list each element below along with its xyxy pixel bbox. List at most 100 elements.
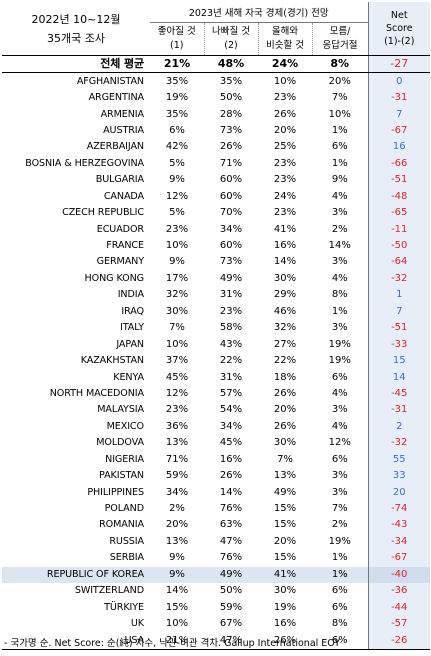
value-worse: 16% xyxy=(219,453,243,465)
value-worse: 58% xyxy=(219,322,243,334)
value-dk: 19% xyxy=(328,535,351,547)
column-header-better-line2: (1) xyxy=(170,40,184,51)
value-better: 5% xyxy=(169,207,185,219)
value-worse: 60% xyxy=(219,174,243,186)
country-name: ECUADOR xyxy=(96,223,144,235)
value-worse: 14% xyxy=(219,486,243,498)
value-better: 30% xyxy=(165,305,189,317)
country-name: INDIA xyxy=(117,289,144,301)
net-score-value: 14 xyxy=(367,369,430,386)
value-better: 59% xyxy=(165,470,189,482)
value-dk: 6% xyxy=(331,585,348,597)
value-dk: 3% xyxy=(331,470,348,482)
table-row: NORTH MACEDONIA 12% 57% 26% 4% -45 xyxy=(2,385,430,403)
country-name: CZECH REPUBLIC xyxy=(62,207,144,219)
value-better: 10% xyxy=(165,240,189,252)
value-same: 20% xyxy=(273,535,297,547)
country-name: TÜRKIYE xyxy=(104,601,144,613)
table-row: CANADA 12% 60% 24% 4% -48 xyxy=(2,188,430,205)
value-better: 23% xyxy=(165,223,189,235)
country-name: UK xyxy=(130,618,144,630)
value-worse: 71% xyxy=(219,157,243,169)
value-better: 35% xyxy=(165,108,189,120)
value-worse: 57% xyxy=(219,387,243,399)
value-better: 34% xyxy=(165,486,189,498)
net-score-value: -57 xyxy=(367,615,430,633)
value-worse: 45% xyxy=(219,437,243,449)
value-same: 41% xyxy=(273,223,297,235)
table-row: INDIA 32% 31% 29% 8% 1 xyxy=(2,287,430,304)
country-name: HONG KONG xyxy=(84,272,145,284)
net-score-value: -34 xyxy=(367,533,430,551)
value-worse: 35% xyxy=(219,75,243,87)
value-better: 10% xyxy=(165,338,189,350)
net-score-value: -65 xyxy=(367,204,430,222)
value-better: 21% xyxy=(150,55,204,74)
country-name: FRANCE xyxy=(106,240,144,252)
value-better: 6% xyxy=(169,124,185,136)
value-better: 23% xyxy=(165,404,189,416)
value-same: 41% xyxy=(258,566,312,583)
value-same: 15% xyxy=(273,552,297,564)
table-row: ROMANIA 20% 63% 15% 2% -43 xyxy=(2,517,430,534)
table-row: IRAQ 30% 23% 46% 1% 7 xyxy=(2,303,430,320)
value-better: 5% xyxy=(169,157,185,169)
value-same: 30% xyxy=(273,272,297,284)
table-body: 전체 평균 21% 48% 24% 8% -27 AFGHANISTAN 35% 35% 10% 2… xyxy=(2,55,430,650)
value-worse: 60% xyxy=(219,190,243,202)
value-dk: 4% xyxy=(331,272,348,284)
net-score-header-line2: Score xyxy=(385,23,413,34)
value-same: 10% xyxy=(273,75,297,87)
value-same: 26% xyxy=(273,387,297,399)
value-same: 20% xyxy=(273,124,297,136)
value-worse: 31% xyxy=(219,371,243,383)
table-row: PAKISTAN 59% 26% 13% 3% 33 xyxy=(2,467,430,485)
value-dk: 7% xyxy=(331,92,348,104)
value-dk: 6% xyxy=(331,601,348,613)
net-score-value: -32 xyxy=(367,270,430,288)
value-better: 9% xyxy=(169,174,185,186)
value-better: 7% xyxy=(169,322,185,334)
net-score-value: -36 xyxy=(367,583,430,600)
value-better: 13% xyxy=(165,437,189,449)
value-worse: 54% xyxy=(219,404,243,416)
value-dk: 1% xyxy=(331,124,348,136)
table-row: KENYA 45% 31% 18% 6% 14 xyxy=(2,369,430,386)
table-row: TÜRKIYE 15% 59% 19% 6% -44 xyxy=(2,599,430,616)
survey-countries-label: 35개국 조사 xyxy=(47,31,105,45)
country-name: NORTH MACEDONIA xyxy=(49,387,144,399)
value-dk: 6% xyxy=(312,632,368,650)
table-row: AFGHANISTAN 35% 35% 10% 20% 0 xyxy=(2,72,430,90)
net-score-value: 20 xyxy=(367,484,430,501)
value-same: 46% xyxy=(273,305,297,317)
value-better: 21% xyxy=(150,632,204,650)
value-dk: 3% xyxy=(331,322,348,334)
country-name: JAPAN xyxy=(116,338,144,350)
value-better: 36% xyxy=(165,420,189,432)
net-score-value: -67 xyxy=(367,550,430,567)
table-row: ARGENTINA 19% 50% 23% 7% -31 xyxy=(2,89,430,107)
value-worse: 76% xyxy=(219,503,243,515)
country-name: AZERBAIJAN xyxy=(86,141,144,153)
net-score-value: -26 xyxy=(367,632,430,650)
value-worse: 50% xyxy=(219,585,243,597)
table-row: RUSSIA 13% 47% 20% 19% -34 xyxy=(2,533,430,551)
value-better: 17% xyxy=(165,272,189,284)
value-dk: 2% xyxy=(331,519,348,531)
value-dk: 4% xyxy=(331,190,348,202)
table-row: ECUADOR 23% 34% 41% 2% -11 xyxy=(2,221,430,238)
value-better: 19% xyxy=(165,92,189,104)
table-row: USA 21% 47% 26% 6% -26 xyxy=(2,632,430,650)
net-score-value: -43 xyxy=(367,517,430,534)
net-score-value: -48 xyxy=(367,188,430,205)
value-same: 18% xyxy=(273,371,297,383)
value-better: 9% xyxy=(150,566,204,583)
value-same: 13% xyxy=(273,470,297,482)
value-dk: 12% xyxy=(328,437,351,449)
table-corner-header: 2022년 10~12월 35개국 조사 xyxy=(2,2,150,56)
value-worse: 73% xyxy=(219,256,243,268)
table-row: BOSNIA & HERZEGOVINA 5% 71% 23% 1% -66 xyxy=(2,155,430,173)
country-name: RUSSIA xyxy=(109,535,144,547)
value-worse: 34% xyxy=(219,420,243,432)
